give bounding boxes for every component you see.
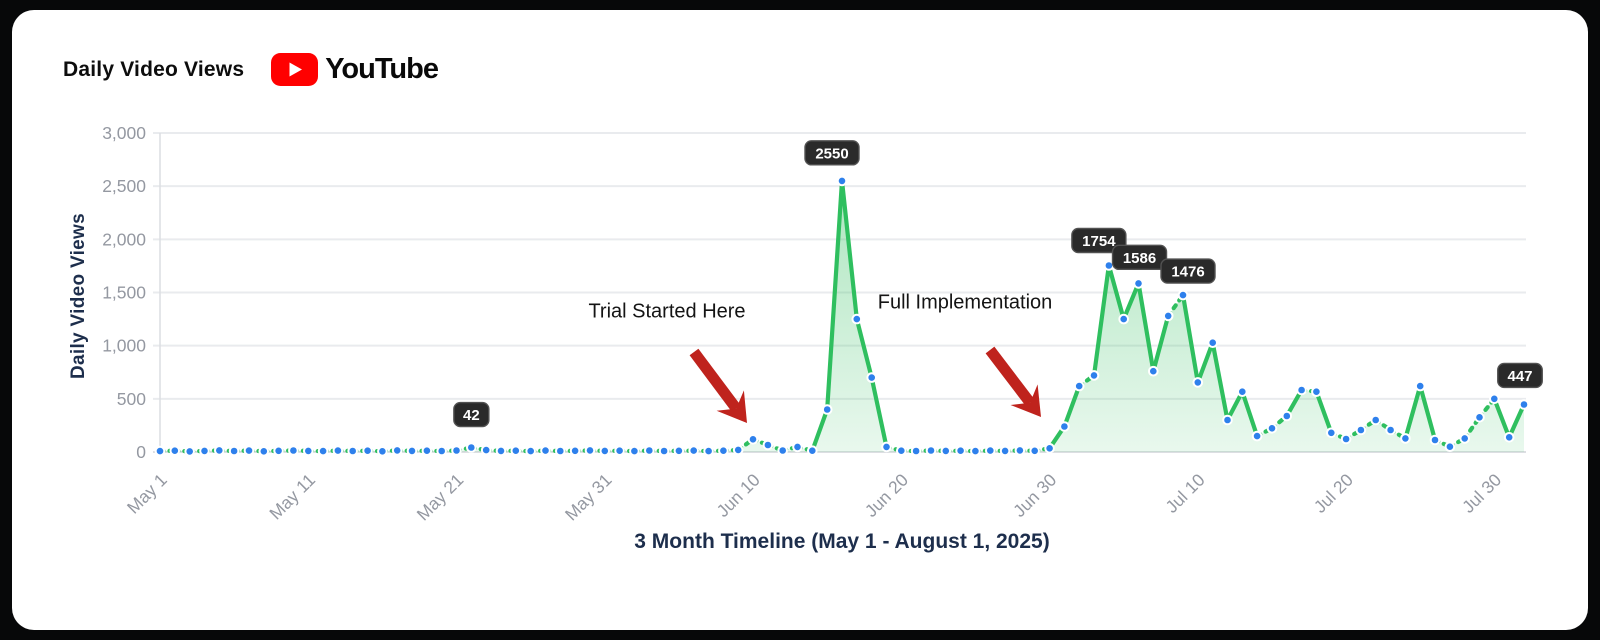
chart-header: Daily Video Views YouTube — [63, 53, 439, 86]
annotation-full-implementation: Full Implementation — [877, 291, 1053, 314]
annotation-trial-started: Trial Started Here — [588, 300, 746, 323]
youtube-play-icon — [271, 53, 319, 86]
y-axis-title: Daily Video Views — [68, 213, 89, 379]
youtube-logo: YouTube — [271, 53, 439, 86]
page-title: Daily Video Views — [63, 57, 245, 81]
youtube-wordmark: YouTube — [325, 53, 439, 85]
x-axis-title: 3 Month Timeline (May 1 - August 1, 2025… — [634, 530, 1050, 553]
